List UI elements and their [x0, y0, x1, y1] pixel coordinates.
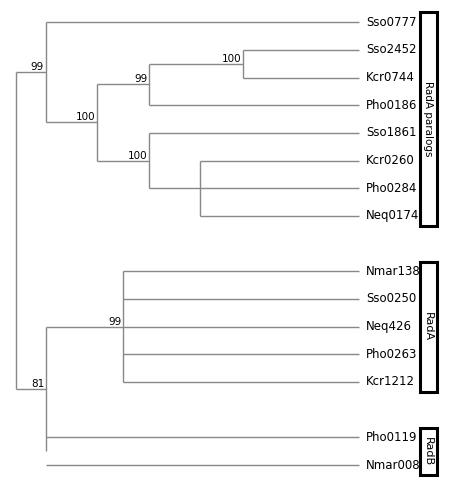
Text: 100: 100	[76, 113, 96, 122]
Text: Kcr0260: Kcr0260	[366, 154, 415, 167]
Text: Pho0119: Pho0119	[366, 431, 418, 444]
Text: 99: 99	[134, 75, 147, 85]
Text: Sso1861: Sso1861	[366, 126, 417, 139]
Text: Nmar1386: Nmar1386	[366, 265, 428, 278]
Text: RadA paralogs: RadA paralogs	[423, 81, 433, 157]
Text: Sso0250: Sso0250	[366, 293, 416, 306]
Text: 81: 81	[31, 379, 44, 389]
Text: 100: 100	[222, 54, 242, 64]
Bar	[419, 13, 437, 225]
Text: 99: 99	[31, 62, 44, 72]
Text: RadB: RadB	[423, 436, 433, 466]
Text: Pho0263: Pho0263	[366, 348, 417, 361]
Text: Pho0186: Pho0186	[366, 99, 417, 112]
Text: 99: 99	[108, 317, 121, 327]
Text: Sso0777: Sso0777	[366, 16, 417, 29]
Text: Neq426: Neq426	[366, 320, 412, 333]
Text: Pho0284: Pho0284	[366, 182, 417, 195]
Text: RadA: RadA	[423, 312, 433, 341]
Text: Kcr0744: Kcr0744	[366, 71, 415, 84]
Text: Neq0174: Neq0174	[366, 209, 419, 222]
Bar	[419, 428, 437, 474]
Text: 100: 100	[128, 150, 147, 160]
Bar	[419, 262, 437, 392]
Text: Nmar0087: Nmar0087	[366, 458, 428, 471]
Text: Sso2452: Sso2452	[366, 43, 417, 56]
Text: Kcr1212: Kcr1212	[366, 375, 415, 388]
